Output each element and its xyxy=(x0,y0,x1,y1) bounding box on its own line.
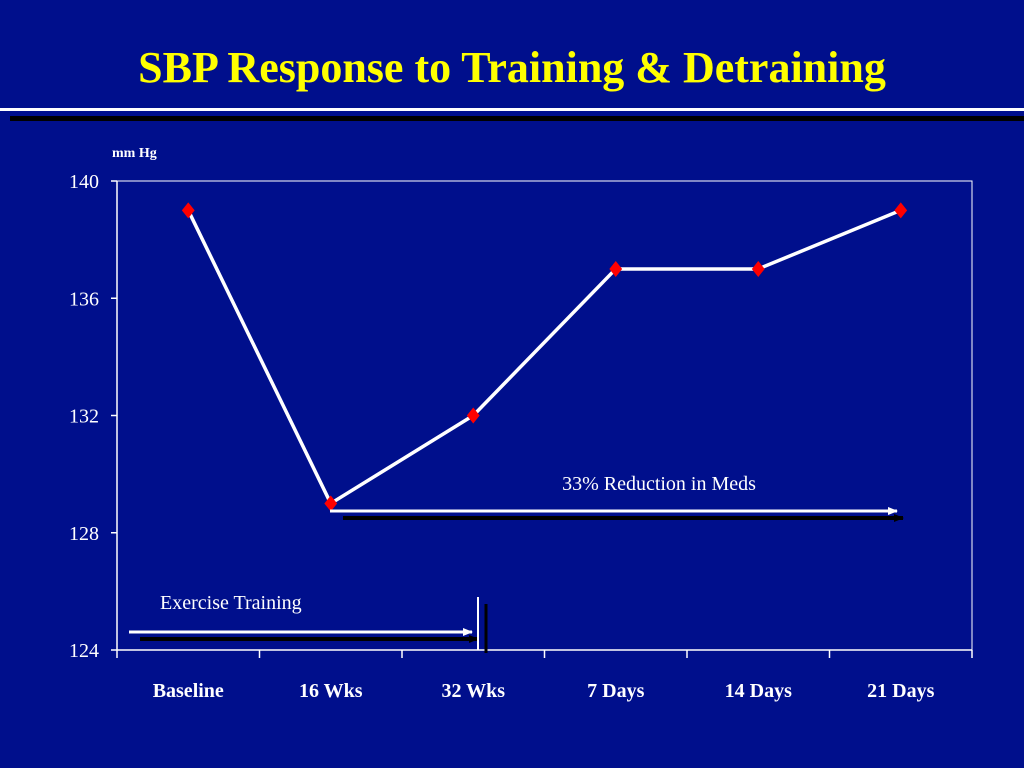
series-layer xyxy=(181,202,908,512)
series-line xyxy=(186,208,902,506)
x-tick-label: 16 Wks xyxy=(299,680,363,702)
y-tick-label: 124 xyxy=(69,640,99,662)
y-tick-label: 128 xyxy=(69,523,99,545)
x-tick-label: 21 Days xyxy=(867,680,934,702)
meds-annotation-label: 33% Reduction in Meds xyxy=(562,473,756,495)
plot-area xyxy=(116,180,973,651)
data-point xyxy=(324,495,338,512)
exercise-annotation-label: Exercise Training xyxy=(160,592,302,614)
title-divider-thick xyxy=(10,116,1024,121)
y-tick-label: 136 xyxy=(69,288,99,310)
data-point xyxy=(609,260,623,277)
data-point xyxy=(181,202,195,219)
slide-title: SBP Response to Training & Detraining xyxy=(138,43,886,92)
y-axis-unit-label: mm Hg xyxy=(112,146,157,161)
data-point xyxy=(751,260,765,277)
title-divider-thin xyxy=(0,108,1024,111)
data-point xyxy=(466,407,480,424)
x-tick-label: 32 Wks xyxy=(441,680,505,702)
x-tick-label: 7 Days xyxy=(587,680,644,702)
axes: 140 136 132 128 124 Baseline 16 Wks 32 Wks 7 Day… xyxy=(69,171,973,702)
y-tick-label: 140 xyxy=(69,171,99,193)
x-tick-label: Baseline xyxy=(153,680,224,702)
plot-border xyxy=(116,180,973,651)
y-tick-label: 132 xyxy=(69,406,99,428)
x-tick-label: 14 Days xyxy=(725,680,792,702)
data-point xyxy=(894,202,908,219)
